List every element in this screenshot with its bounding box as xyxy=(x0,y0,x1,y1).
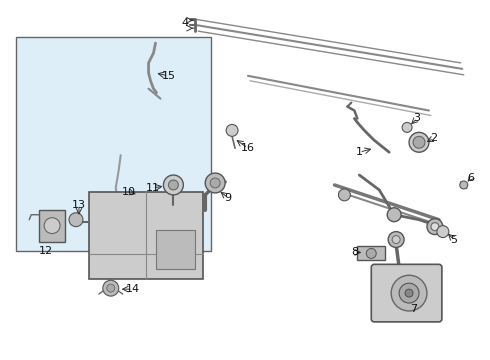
Circle shape xyxy=(169,180,178,190)
Circle shape xyxy=(44,218,60,234)
Circle shape xyxy=(437,226,449,238)
Circle shape xyxy=(339,189,350,201)
Circle shape xyxy=(210,178,220,188)
Text: 14: 14 xyxy=(125,284,140,294)
Circle shape xyxy=(367,248,376,258)
Circle shape xyxy=(226,125,238,136)
Text: 3: 3 xyxy=(414,113,420,123)
Circle shape xyxy=(164,175,183,195)
Text: 2: 2 xyxy=(430,133,438,143)
Circle shape xyxy=(405,289,413,297)
Circle shape xyxy=(388,231,404,247)
Circle shape xyxy=(402,122,412,132)
Text: 1: 1 xyxy=(356,147,363,157)
Bar xyxy=(357,247,385,260)
Bar xyxy=(39,210,65,242)
Circle shape xyxy=(431,223,439,231)
Text: 7: 7 xyxy=(411,304,417,314)
Text: 13: 13 xyxy=(72,200,86,210)
Text: 4: 4 xyxy=(181,18,188,28)
Circle shape xyxy=(107,284,115,292)
Bar xyxy=(89,192,203,279)
Text: 16: 16 xyxy=(241,143,255,153)
Circle shape xyxy=(413,136,425,148)
Text: 8: 8 xyxy=(351,247,358,257)
Circle shape xyxy=(460,181,468,189)
Circle shape xyxy=(409,132,429,152)
Circle shape xyxy=(427,219,443,235)
Text: 9: 9 xyxy=(224,193,232,203)
Text: 10: 10 xyxy=(122,187,136,197)
Text: 6: 6 xyxy=(467,173,474,183)
Bar xyxy=(155,230,196,269)
Text: 12: 12 xyxy=(39,247,53,256)
Text: 15: 15 xyxy=(161,71,175,81)
Text: 11: 11 xyxy=(146,183,160,193)
FancyBboxPatch shape xyxy=(371,264,442,322)
Circle shape xyxy=(391,275,427,311)
Circle shape xyxy=(205,173,225,193)
Circle shape xyxy=(392,235,400,243)
Circle shape xyxy=(399,283,419,303)
Bar xyxy=(16,37,211,251)
Circle shape xyxy=(69,213,83,227)
Text: 5: 5 xyxy=(450,234,457,244)
Circle shape xyxy=(103,280,119,296)
Circle shape xyxy=(387,208,401,222)
